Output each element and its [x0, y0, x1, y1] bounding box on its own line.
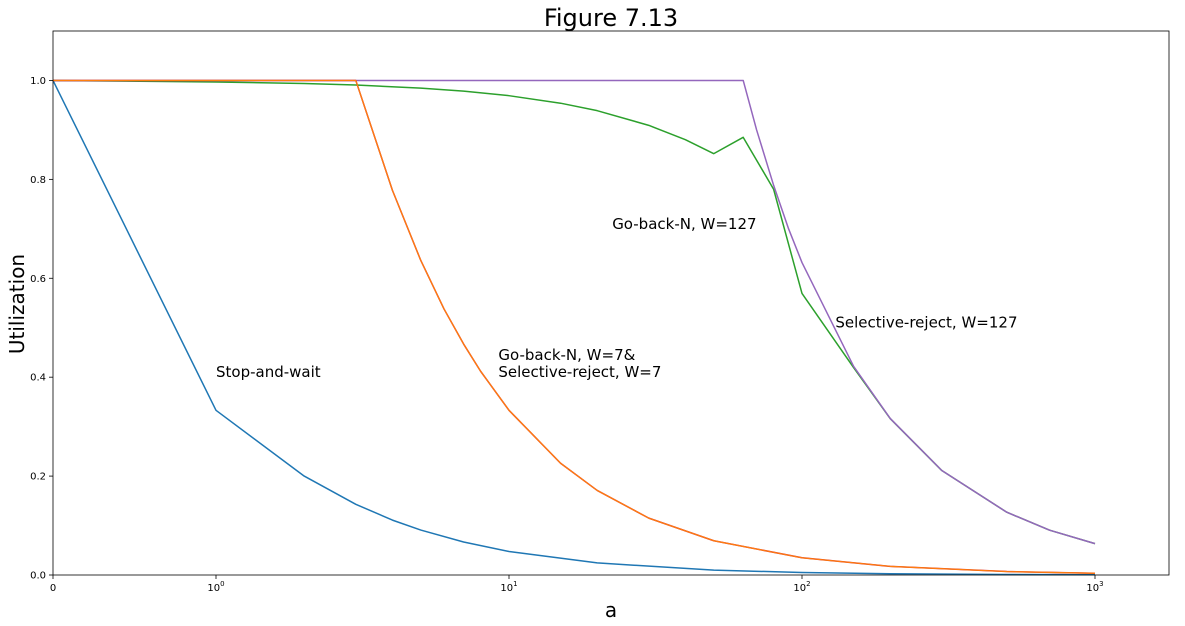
annotation-label-2: Go-back-N, W=7& Selective-reject, W=7 [498, 346, 661, 381]
y-tick-label: 1.0 [30, 76, 46, 87]
annotation-label-4: Selective-reject, W=127 [835, 314, 1017, 332]
series-line-1 [52, 80, 1096, 576]
series-line-3 [53, 79, 1096, 545]
chart-title: Figure 7.13 [544, 4, 678, 32]
y-axis-label: Utilization [5, 254, 29, 354]
y-tick-label: 0.4 [30, 373, 46, 384]
plot-frame [52, 30, 1170, 576]
series-line-5 [53, 79, 1096, 574]
x-tick-label: 0 [50, 583, 56, 594]
y-tick-label: 0.0 [30, 571, 46, 582]
x-axis-label: a [605, 598, 617, 622]
annotation-label-1: Stop-and-wait [216, 363, 321, 381]
plot-lines [52, 79, 1096, 576]
y-tick-label: 0.8 [30, 175, 46, 186]
annotation-label-3: Go-back-N, W=127 [612, 215, 756, 233]
y-tick-label: 0.6 [30, 274, 46, 285]
annotations: Stop-and-wait Go-back-N, W=7& Selective-re… [216, 215, 1018, 381]
y-tick-label: 0.2 [30, 472, 46, 483]
y-axis-ticks: 0.0 0.2 0.4 0.6 0.8 1.0 [30, 76, 53, 582]
